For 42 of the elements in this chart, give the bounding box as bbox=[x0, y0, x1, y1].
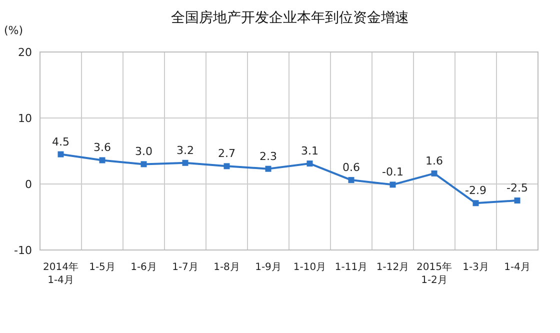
point bbox=[58, 151, 64, 158]
text: 1.6 bbox=[426, 154, 443, 168]
point bbox=[140, 161, 147, 168]
x-tick-label: 2015年 1-2月 bbox=[416, 261, 452, 286]
x-tick-label: 1-9月 bbox=[255, 262, 282, 273]
x-tick-label: 2014年 1-4月 bbox=[43, 261, 78, 286]
text: 0.6 bbox=[342, 161, 360, 174]
text: 2.3 bbox=[260, 150, 277, 163]
text: 3.2 bbox=[176, 144, 194, 157]
point bbox=[224, 163, 230, 170]
text: 2.7 bbox=[218, 147, 236, 160]
x-tick-label: 1-7月 bbox=[172, 262, 198, 273]
point bbox=[431, 170, 438, 176]
y-axis-title: (%) bbox=[4, 24, 24, 37]
x-tick-label: 1-6月 bbox=[130, 262, 157, 273]
x-tick-label: 1-4月 bbox=[504, 262, 530, 273]
point bbox=[348, 177, 354, 184]
x-tick-label: 1-10月 bbox=[293, 262, 326, 273]
text: 3.0 bbox=[135, 145, 152, 158]
x-tick-label: 1-5月 bbox=[89, 262, 116, 273]
y-tick-label: 20 bbox=[18, 46, 32, 59]
x-tick-label: 1-3月 bbox=[462, 262, 489, 273]
x-tick-label: 1-11月 bbox=[334, 262, 368, 273]
point bbox=[182, 160, 188, 166]
point bbox=[306, 160, 313, 167]
point bbox=[472, 200, 479, 206]
text: -2.9 bbox=[465, 184, 486, 198]
x-tick-label: 1-8月 bbox=[214, 262, 240, 273]
text: 4.5 bbox=[52, 135, 70, 148]
point bbox=[265, 166, 272, 172]
text: -2.5 bbox=[506, 182, 528, 194]
text: 3.1 bbox=[301, 144, 318, 158]
y-tick-label: 10 bbox=[18, 112, 32, 125]
text: -0.1 bbox=[382, 166, 404, 179]
x-tick-label: 1-12月 bbox=[376, 262, 410, 273]
y-tick-label: 0 bbox=[25, 178, 32, 191]
text: 3.6 bbox=[94, 141, 111, 154]
chart-title: 全国房地产开发企业本年到位资金增速 bbox=[171, 10, 409, 26]
y-tick-label: -10 bbox=[14, 244, 32, 257]
point bbox=[99, 157, 106, 164]
point bbox=[390, 182, 396, 188]
point bbox=[514, 198, 520, 204]
